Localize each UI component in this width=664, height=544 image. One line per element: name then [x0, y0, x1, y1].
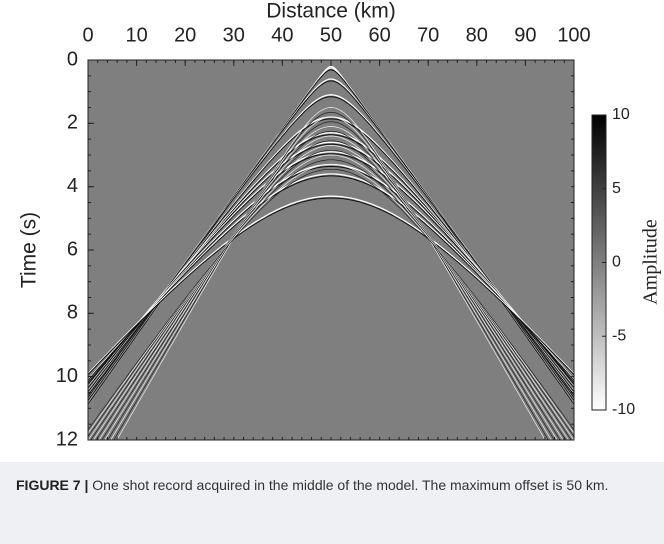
y-tick-label: 8: [67, 302, 78, 324]
colorbar-label: Amplitude: [640, 219, 662, 305]
x-tick-label: 60: [368, 24, 390, 46]
x-tick-label: 30: [223, 24, 245, 46]
caption: FIGURE 7 | One shot record acquired in t…: [0, 462, 664, 544]
x-tick-label: 20: [174, 24, 196, 46]
y-tick-label: 10: [56, 365, 78, 387]
y-tick-label: 6: [67, 238, 78, 260]
wave-event: [88, 197, 574, 376]
wavefield: [88, 65, 574, 440]
chart: Distance (km) Time (s) Amplitude 0 10 20 30…: [18, 0, 662, 450]
wave-event: [90, 149, 572, 440]
wave-event: [113, 111, 549, 440]
wave-event: [98, 135, 564, 440]
y-tick-label: 4: [67, 175, 78, 197]
wave-event: [95, 140, 567, 440]
x-tick-label: 10: [125, 24, 147, 46]
x-tick-label: 100: [557, 24, 590, 46]
x-tick-label: 40: [271, 24, 293, 46]
wave-event: [110, 116, 552, 440]
wave-event: [88, 173, 574, 381]
colorbar-tick-label: 5: [612, 180, 621, 197]
wave-event: [101, 130, 561, 440]
seismic-image: [88, 60, 574, 440]
y-tick-label: 2: [67, 112, 78, 134]
colorbar-tick-label: 0: [612, 254, 621, 271]
wave-event: [104, 126, 558, 440]
colorbar-tick-label: -10: [612, 401, 635, 418]
wave-event: [107, 121, 555, 440]
x-tick-label: 80: [466, 24, 488, 46]
colorbar-tick-label: 10: [612, 106, 630, 123]
y-tick-label: 12: [56, 428, 78, 450]
wave-event: [88, 154, 574, 440]
wave-event: [88, 164, 574, 434]
caption-label: FIGURE 7 |: [16, 477, 89, 493]
caption-text: One shot record acquired in the middle o…: [92, 477, 609, 493]
x-tick-label: 90: [514, 24, 536, 46]
wave-event: [93, 145, 569, 440]
wave-event: [88, 69, 574, 402]
wave-event: [88, 168, 574, 431]
colorbar-tick-label: -5: [612, 327, 626, 344]
x-axis-label: Distance (km): [266, 0, 396, 23]
x-tick-label: 70: [417, 24, 439, 46]
x-tick-label: 50: [320, 24, 342, 46]
y-tick-label: 0: [67, 48, 78, 70]
wave-event: [88, 195, 574, 375]
x-tick-label: 0: [82, 24, 93, 46]
wave-event: [116, 107, 546, 440]
wave-event: [88, 159, 574, 438]
y-axis-label: Time (s): [18, 212, 41, 288]
